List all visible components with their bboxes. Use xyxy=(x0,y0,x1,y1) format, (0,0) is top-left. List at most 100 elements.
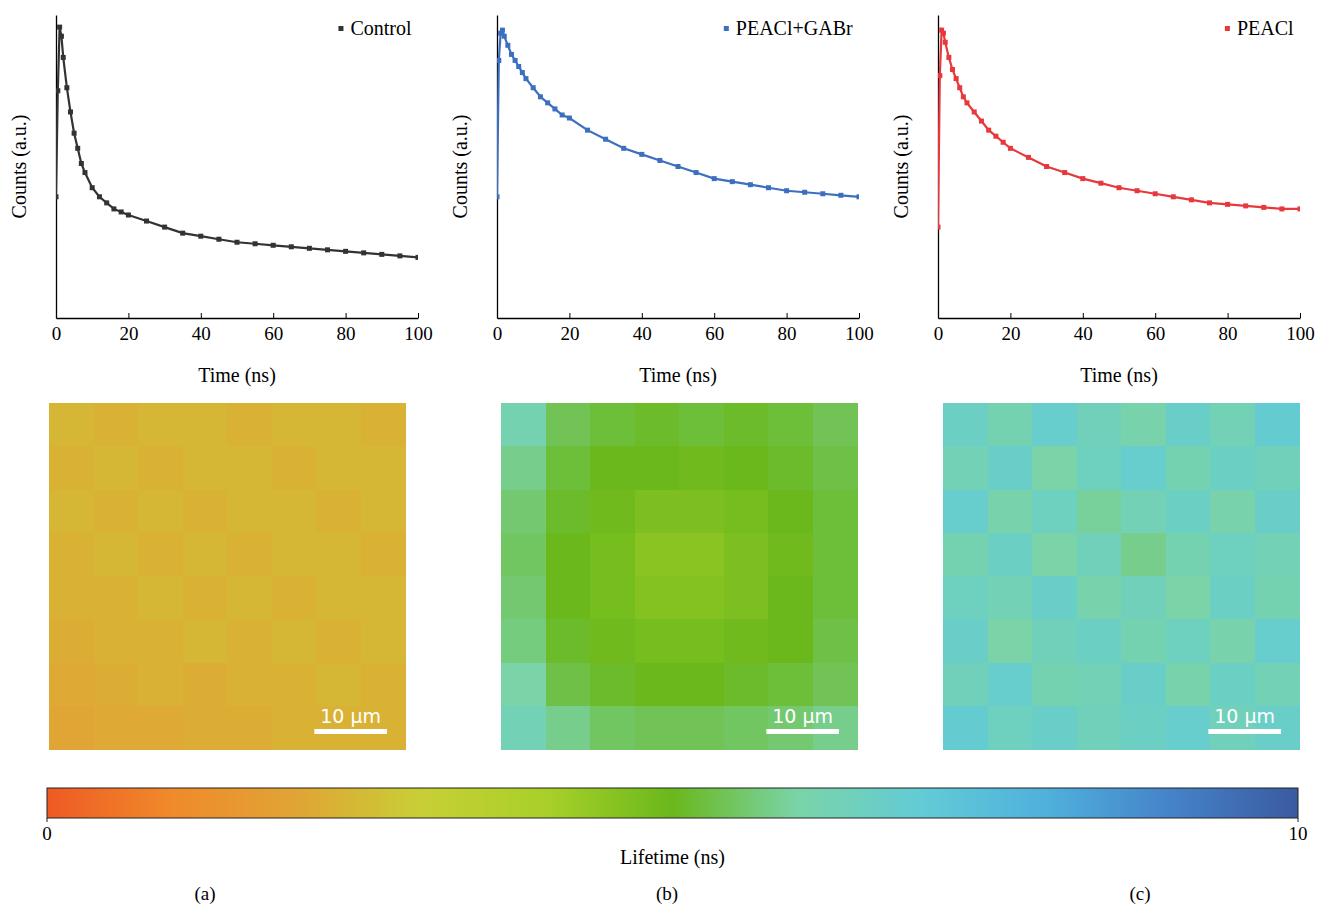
data-point xyxy=(144,219,149,224)
y-axis-title: Counts (a.u.) xyxy=(8,115,31,219)
heatmap-cell xyxy=(316,533,361,577)
heatmap-cell xyxy=(813,576,858,620)
data-point xyxy=(986,128,991,133)
heatmap-cell xyxy=(813,446,858,490)
heatmap-cells xyxy=(943,403,1300,750)
data-point xyxy=(1026,155,1031,160)
data-point xyxy=(72,131,77,136)
x-tick: 20 xyxy=(560,313,579,344)
x-tick-label: 100 xyxy=(845,323,874,344)
heatmap-cell xyxy=(635,706,680,750)
x-tick-label: 60 xyxy=(1146,323,1165,344)
x-axis-line xyxy=(57,318,419,319)
heatmap-cell xyxy=(1032,446,1077,490)
heatmap-cell xyxy=(227,533,272,577)
heatmap-cell xyxy=(1210,619,1255,663)
heatmap-cell xyxy=(724,576,769,620)
x-tick-label: 60 xyxy=(264,323,283,344)
heatmap-cell xyxy=(1166,490,1211,534)
x-tick: 20 xyxy=(119,313,138,344)
heatmap-cell xyxy=(138,446,183,490)
x-tick: 80 xyxy=(337,313,356,344)
data-point xyxy=(657,158,662,163)
heatmap-cell xyxy=(679,663,724,707)
data-point xyxy=(307,246,312,251)
heatmap-cell xyxy=(361,576,406,620)
heatmap-cell xyxy=(183,490,228,534)
x-axis: 020406080100 xyxy=(493,313,874,344)
heatmap-cell xyxy=(1166,533,1211,577)
heatmap-cell xyxy=(501,663,546,707)
x-axis: 020406080100 xyxy=(934,313,1315,344)
heatmap-cell xyxy=(49,663,94,707)
heatmap-cell xyxy=(768,490,813,534)
heatmap-cell xyxy=(183,446,228,490)
data-point xyxy=(694,170,699,175)
heatmap-cell xyxy=(813,533,858,577)
data-point xyxy=(500,28,505,33)
x-tick-mark xyxy=(1300,313,1301,318)
x-axis-title: Time (ns) xyxy=(639,364,717,387)
heatmap-cell xyxy=(768,446,813,490)
heatmap-cell xyxy=(813,490,858,534)
heatmap-cell xyxy=(943,533,988,577)
heatmap-cell xyxy=(1121,576,1166,620)
heatmap-cell xyxy=(316,446,361,490)
heatmap-cells xyxy=(49,403,406,750)
x-tick-mark xyxy=(346,313,347,318)
x-tick-label: 80 xyxy=(337,323,356,344)
heatmap-cell xyxy=(138,576,183,620)
heatmap-cell xyxy=(1166,663,1211,707)
heatmap-cell xyxy=(1077,446,1122,490)
data-point xyxy=(235,240,240,245)
heatmap-cell xyxy=(1121,446,1166,490)
heatmap-cell xyxy=(988,619,1033,663)
heatmap-cell xyxy=(1077,533,1122,577)
data-point xyxy=(1098,181,1103,186)
data-point xyxy=(938,73,942,78)
heatmap-cell xyxy=(1032,490,1077,534)
heatmap-cell xyxy=(590,663,635,707)
scale-bar-label: 10 μm xyxy=(320,705,381,727)
heatmap-cell xyxy=(635,619,680,663)
heatmap-cell xyxy=(1077,490,1122,534)
data-point xyxy=(748,182,753,187)
heatmap-cell xyxy=(138,663,183,707)
heatmap-cell xyxy=(988,403,1033,447)
heatmap-cell xyxy=(813,663,858,707)
data-point xyxy=(520,70,525,75)
heatmap-cell xyxy=(94,403,139,447)
x-tick-mark xyxy=(1010,313,1011,318)
data-point xyxy=(621,146,626,151)
panel-label: (c) xyxy=(1129,883,1150,905)
heatmap-cell xyxy=(1077,619,1122,663)
heatmap-cell xyxy=(501,706,546,750)
data-point xyxy=(603,137,608,142)
legend: PEACl+GABr xyxy=(724,17,853,39)
heatmap-cell xyxy=(546,446,591,490)
x-tick: 80 xyxy=(778,313,797,344)
data-point xyxy=(343,249,348,254)
heatmap-cell xyxy=(227,490,272,534)
heatmap-cell xyxy=(635,446,680,490)
heatmap-cell xyxy=(361,446,406,490)
data-point xyxy=(941,31,946,36)
data-point xyxy=(416,255,419,260)
x-axis-title: Time (ns) xyxy=(198,364,276,387)
heatmap-cell xyxy=(635,533,680,577)
x-tick-mark xyxy=(714,313,715,318)
data-point xyxy=(126,212,131,217)
x-tick-mark xyxy=(418,313,419,318)
data-point xyxy=(1298,206,1301,211)
heatmap-cell xyxy=(546,619,591,663)
x-tick-mark xyxy=(1228,313,1229,318)
heatmap-cell xyxy=(590,403,635,447)
data-point xyxy=(730,179,735,184)
data-point xyxy=(766,185,771,190)
heatmap-cell xyxy=(183,576,228,620)
heatmap-cell xyxy=(724,663,769,707)
data-point xyxy=(523,76,528,81)
data-point xyxy=(545,100,550,105)
colorbar-tick-label: 10 xyxy=(1289,823,1308,844)
data-point xyxy=(957,85,962,90)
